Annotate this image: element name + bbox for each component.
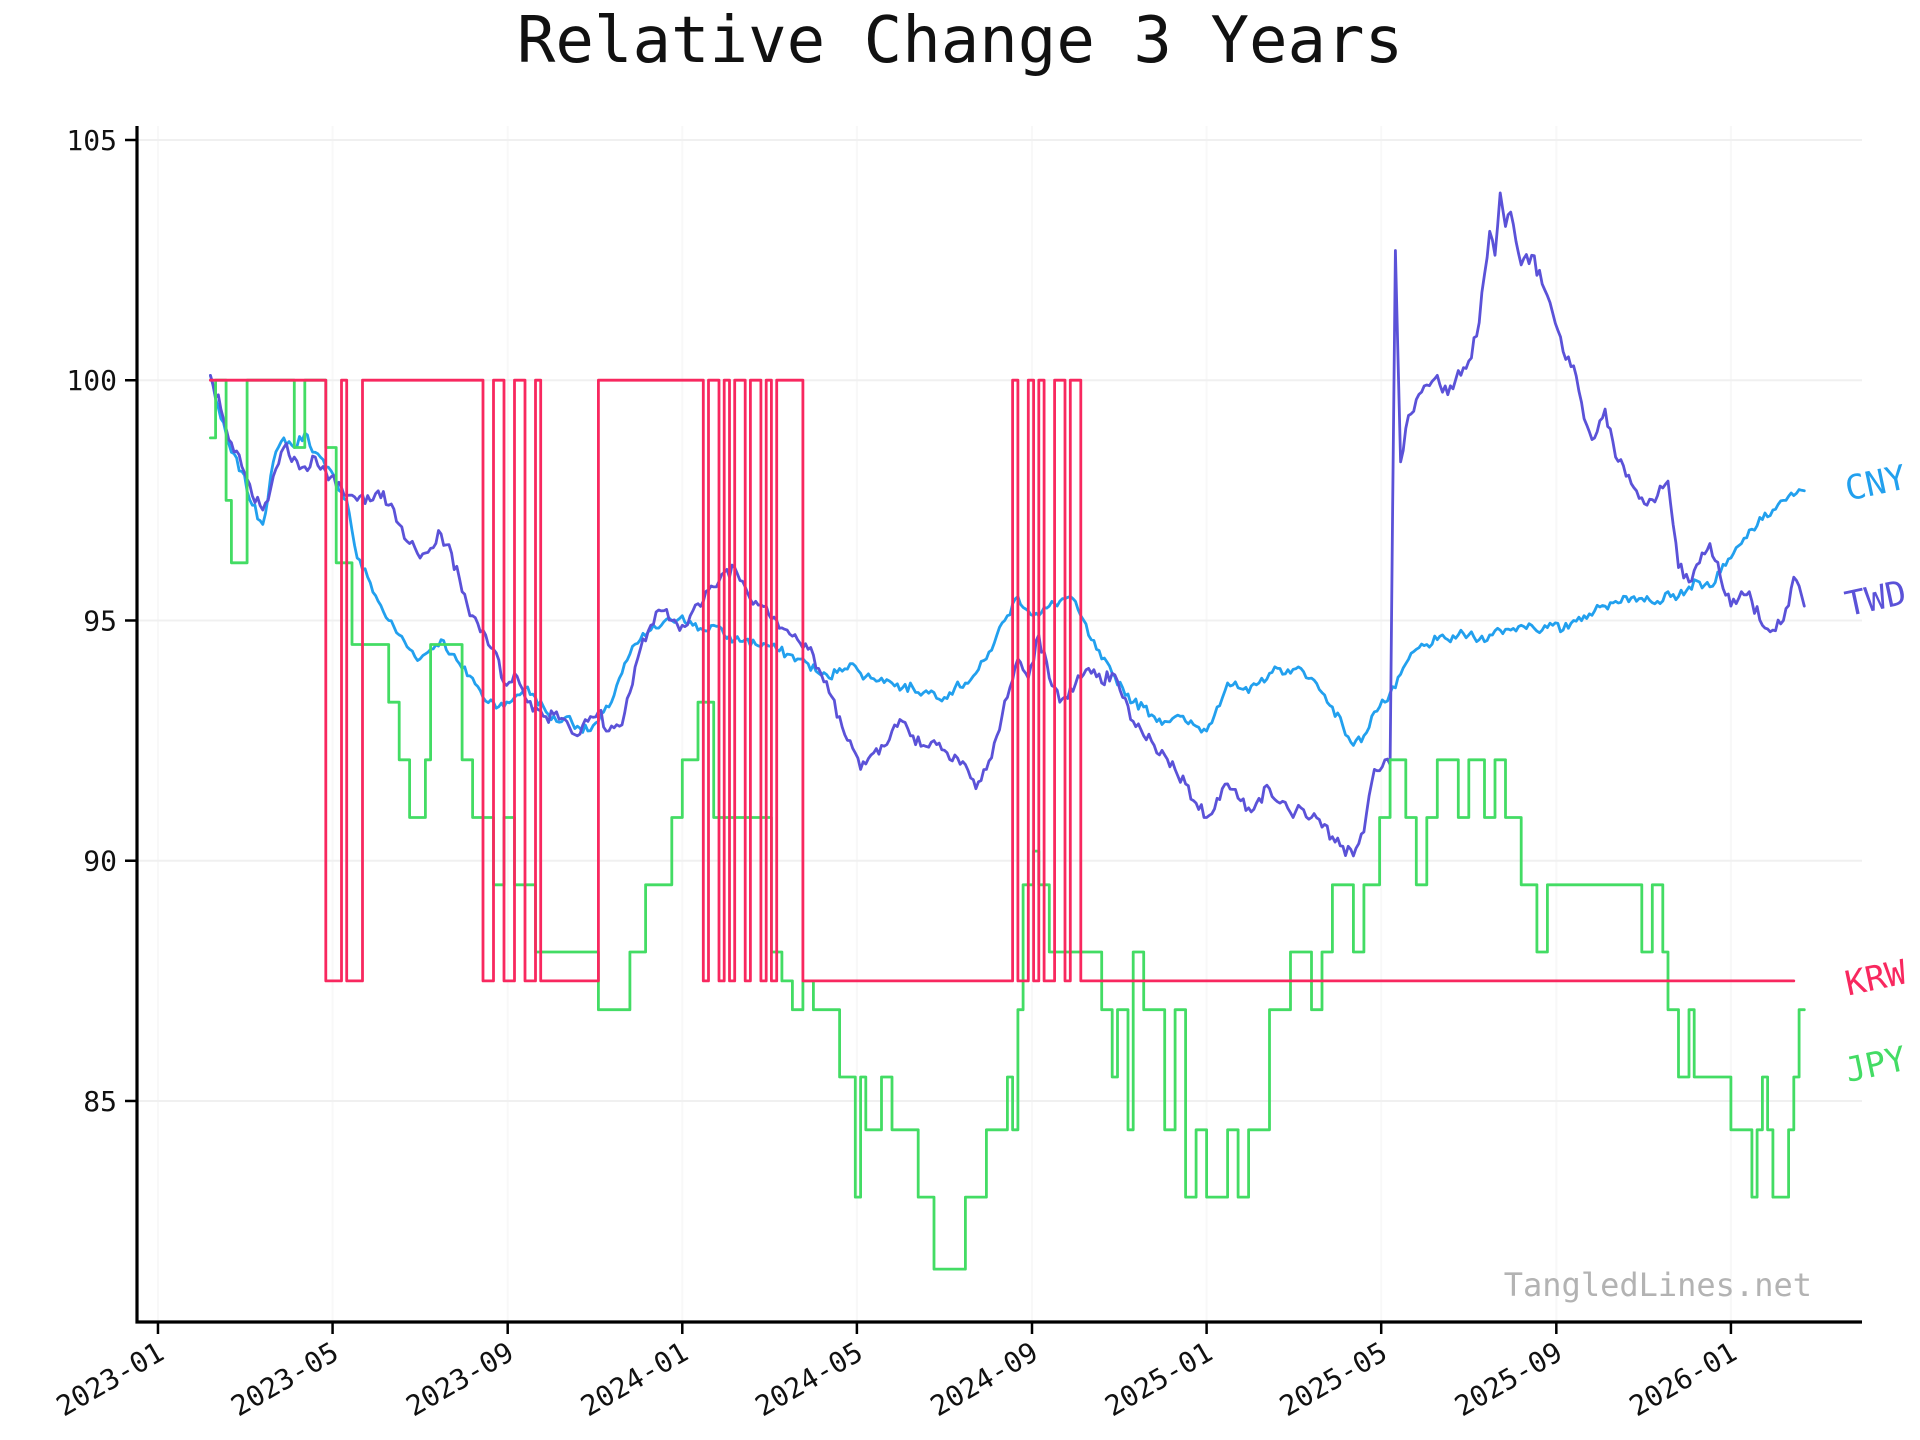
series-line-krw — [209, 378, 1796, 983]
y-tick-label: 85 — [83, 1085, 117, 1118]
watermark: TangledLines.net — [1504, 1266, 1812, 1304]
x-tick-label: 2023-09 — [400, 1335, 519, 1423]
axes-spines — [135, 126, 1862, 1324]
series-label-jpy: JPY — [1842, 1039, 1910, 1091]
series-label-twd: TWD — [1842, 573, 1910, 625]
y-tick-label: 90 — [83, 845, 117, 878]
x-tick-label: 2024-01 — [575, 1335, 694, 1423]
x-tick-label: 2025-05 — [1274, 1335, 1393, 1423]
x-tick-label: 2026-01 — [1624, 1335, 1743, 1423]
series-label-krw: KRW — [1842, 952, 1911, 1004]
x-tick-label: 2025-01 — [1099, 1335, 1218, 1423]
series-label-cny: CNY — [1842, 458, 1910, 510]
x-tick-label: 2024-05 — [750, 1335, 869, 1423]
y-tick-label: 100 — [66, 364, 117, 397]
x-tick-label: 2023-05 — [225, 1335, 344, 1423]
x-tick-label: 2023-01 — [51, 1335, 170, 1423]
series-line-twd — [209, 191, 1806, 858]
chart-title: Relative Change 3 Years — [516, 4, 1404, 78]
y-tick-label: 95 — [83, 604, 117, 637]
series-line-cny — [209, 374, 1806, 747]
series-line-jpy — [209, 378, 1806, 1271]
x-tick-label: 2025-09 — [1449, 1335, 1568, 1423]
x-tick-label: 2024-09 — [925, 1335, 1044, 1423]
y-tick-label: 105 — [66, 124, 117, 157]
